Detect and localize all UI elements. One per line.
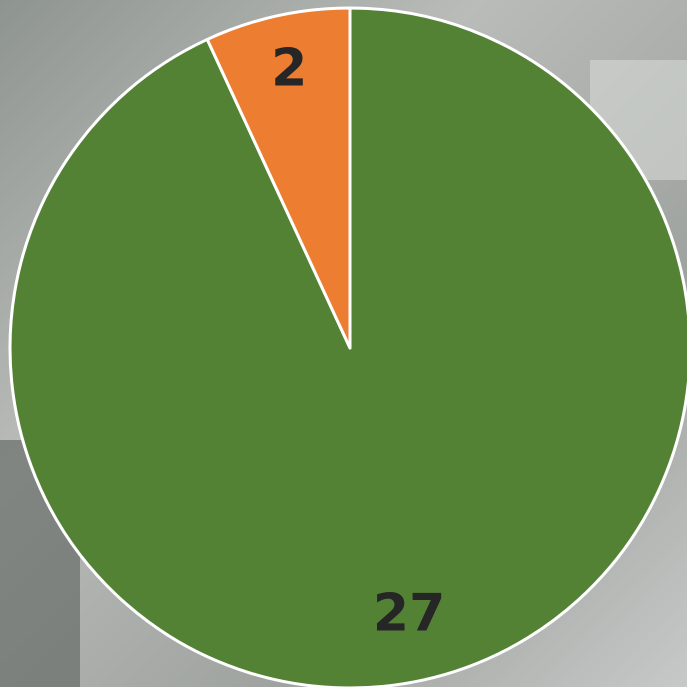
data-label: 2 [271, 39, 307, 99]
chart: 27 2 [0, 0, 687, 687]
page: {"chart_data": {"type": "pie", "values":… [0, 0, 687, 687]
data-label: 27 [373, 584, 445, 644]
